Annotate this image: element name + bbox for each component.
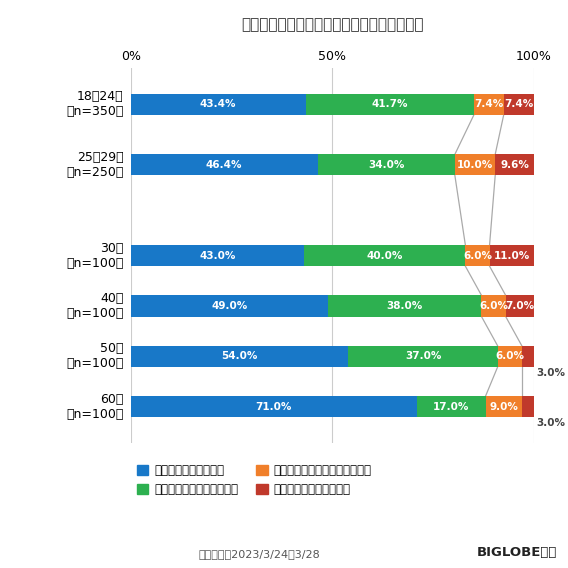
Text: 11.0%: 11.0%: [494, 250, 530, 261]
Bar: [495, 154, 534, 176]
Text: 9.6%: 9.6%: [500, 160, 529, 170]
Bar: [522, 346, 534, 367]
Bar: [131, 396, 417, 417]
Bar: [506, 295, 534, 316]
Text: 9.0%: 9.0%: [489, 402, 518, 412]
Bar: [131, 154, 318, 176]
Bar: [498, 346, 522, 367]
Legend: 意識して生活している, やや意識して生活している, あまり意識して生活していない, 意識して生活していない: 意識して生活している, やや意識して生活している, あまり意識して生活していない…: [136, 464, 371, 496]
Text: 34.0%: 34.0%: [368, 160, 404, 170]
Title: 【年代別】他人に迷惑をかけることへの意識: 【年代別】他人に迷惑をかけることへの意識: [241, 18, 424, 32]
Bar: [131, 295, 328, 316]
Text: 38.0%: 38.0%: [387, 301, 423, 311]
Bar: [348, 346, 498, 367]
Text: 40.0%: 40.0%: [366, 250, 403, 261]
Bar: [486, 396, 522, 417]
Text: 7.4%: 7.4%: [474, 99, 503, 110]
Bar: [131, 346, 348, 367]
Text: 46.4%: 46.4%: [206, 160, 243, 170]
Text: 37.0%: 37.0%: [405, 352, 441, 361]
Text: 7.4%: 7.4%: [504, 99, 533, 110]
Text: BIGLOBE調べ: BIGLOBE調べ: [476, 546, 557, 559]
Text: 6.0%: 6.0%: [463, 250, 492, 261]
Text: 3.0%: 3.0%: [536, 419, 565, 428]
Text: 10.0%: 10.0%: [457, 160, 493, 170]
Bar: [474, 94, 504, 115]
Text: 17.0%: 17.0%: [433, 402, 469, 412]
Bar: [131, 94, 306, 115]
Text: 6.0%: 6.0%: [479, 301, 508, 311]
Bar: [455, 154, 495, 176]
Text: 6.0%: 6.0%: [495, 352, 524, 361]
Bar: [306, 94, 474, 115]
Bar: [504, 94, 533, 115]
Bar: [304, 245, 465, 266]
Bar: [465, 245, 490, 266]
Bar: [417, 396, 486, 417]
Text: 3.0%: 3.0%: [536, 368, 565, 378]
Text: 調査期間：2023/3/24～3/28: 調査期間：2023/3/24～3/28: [199, 549, 320, 559]
Bar: [328, 295, 482, 316]
Text: 71.0%: 71.0%: [256, 402, 292, 412]
Bar: [490, 245, 534, 266]
Text: 43.0%: 43.0%: [199, 250, 236, 261]
Text: 41.7%: 41.7%: [371, 99, 408, 110]
Text: 49.0%: 49.0%: [211, 301, 248, 311]
Bar: [522, 396, 534, 417]
Text: 43.4%: 43.4%: [200, 99, 236, 110]
Bar: [131, 245, 304, 266]
Text: 7.0%: 7.0%: [506, 301, 534, 311]
Bar: [318, 154, 455, 176]
Bar: [482, 295, 506, 316]
Text: 54.0%: 54.0%: [222, 352, 258, 361]
